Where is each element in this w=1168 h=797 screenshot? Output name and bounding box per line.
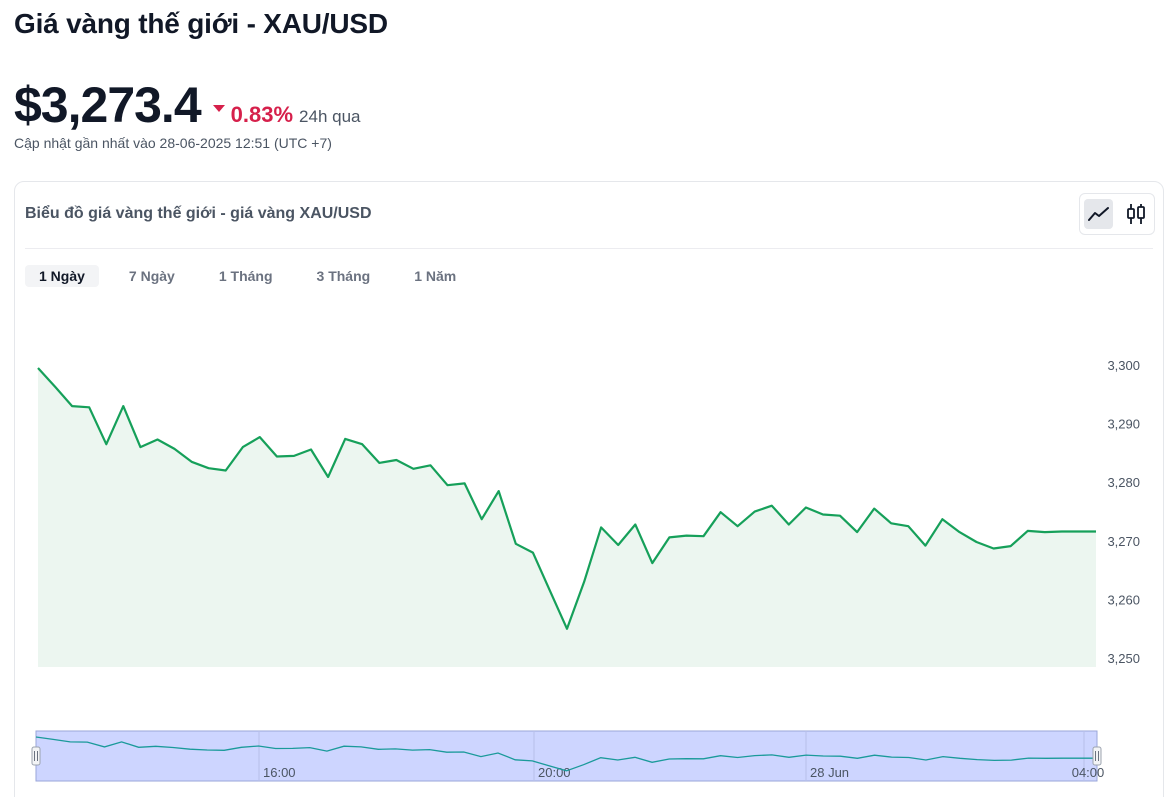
navigator-x-label: 16:00 [263, 765, 296, 780]
y-tick-label: 3,250 [1107, 651, 1140, 666]
candlestick-button[interactable] [1121, 199, 1150, 229]
navigator-x-label: 28 Jun [810, 765, 849, 780]
change-percent: 0.83% [230, 102, 294, 127]
chart-card-header: Biểu đồ giá vàng thế giới - giá vàng XAU… [25, 182, 1155, 249]
price-row: $3,273.4 0.83% 24h qua [14, 76, 360, 134]
y-tick-label: 3,290 [1107, 417, 1140, 432]
navigator-window [35, 730, 1098, 782]
tab-3-months[interactable]: 3 Tháng [316, 268, 371, 284]
current-price: $3,273.4 [14, 77, 202, 133]
chart-type-switcher [1079, 193, 1155, 235]
page-title: Giá vàng thế giới - XAU/USD [14, 8, 388, 39]
last-updated: Cập nhật gần nhất vào 28-06-2025 12:51 (… [14, 135, 332, 151]
chart-title: Biểu đồ giá vàng thế giới - giá vàng XAU… [25, 205, 372, 222]
change-period: 24h qua [299, 107, 361, 126]
tab-7-days[interactable]: 7 Ngày [128, 268, 175, 284]
y-tick-label: 3,270 [1107, 534, 1140, 549]
tab-1-month[interactable]: 1 Tháng [218, 268, 273, 284]
range-tabs: 1 Ngày 7 Ngày 1 Tháng 3 Tháng 1 Năm [25, 265, 486, 287]
y-tick-label: 3,300 [1107, 358, 1140, 373]
candlestick-icon [1126, 204, 1145, 224]
line-chart-icon [1087, 207, 1109, 221]
navigator-line [35, 736, 1097, 772]
down-arrow-icon [212, 105, 225, 112]
price-area [38, 368, 1096, 667]
y-tick-label: 3,280 [1107, 475, 1140, 490]
line-chart-button[interactable] [1084, 199, 1113, 229]
navigator-x-label: 04:00 [1072, 765, 1105, 780]
navigator-x-label: 20:00 [538, 765, 571, 780]
navigator-right-handle[interactable] [1092, 746, 1102, 766]
tab-1-day[interactable]: 1 Ngày [25, 265, 99, 287]
tab-1-year[interactable]: 1 Năm [414, 268, 457, 284]
price-line [37, 367, 1096, 630]
navigator-left-handle[interactable] [31, 746, 41, 766]
y-tick-label: 3,260 [1107, 592, 1140, 607]
